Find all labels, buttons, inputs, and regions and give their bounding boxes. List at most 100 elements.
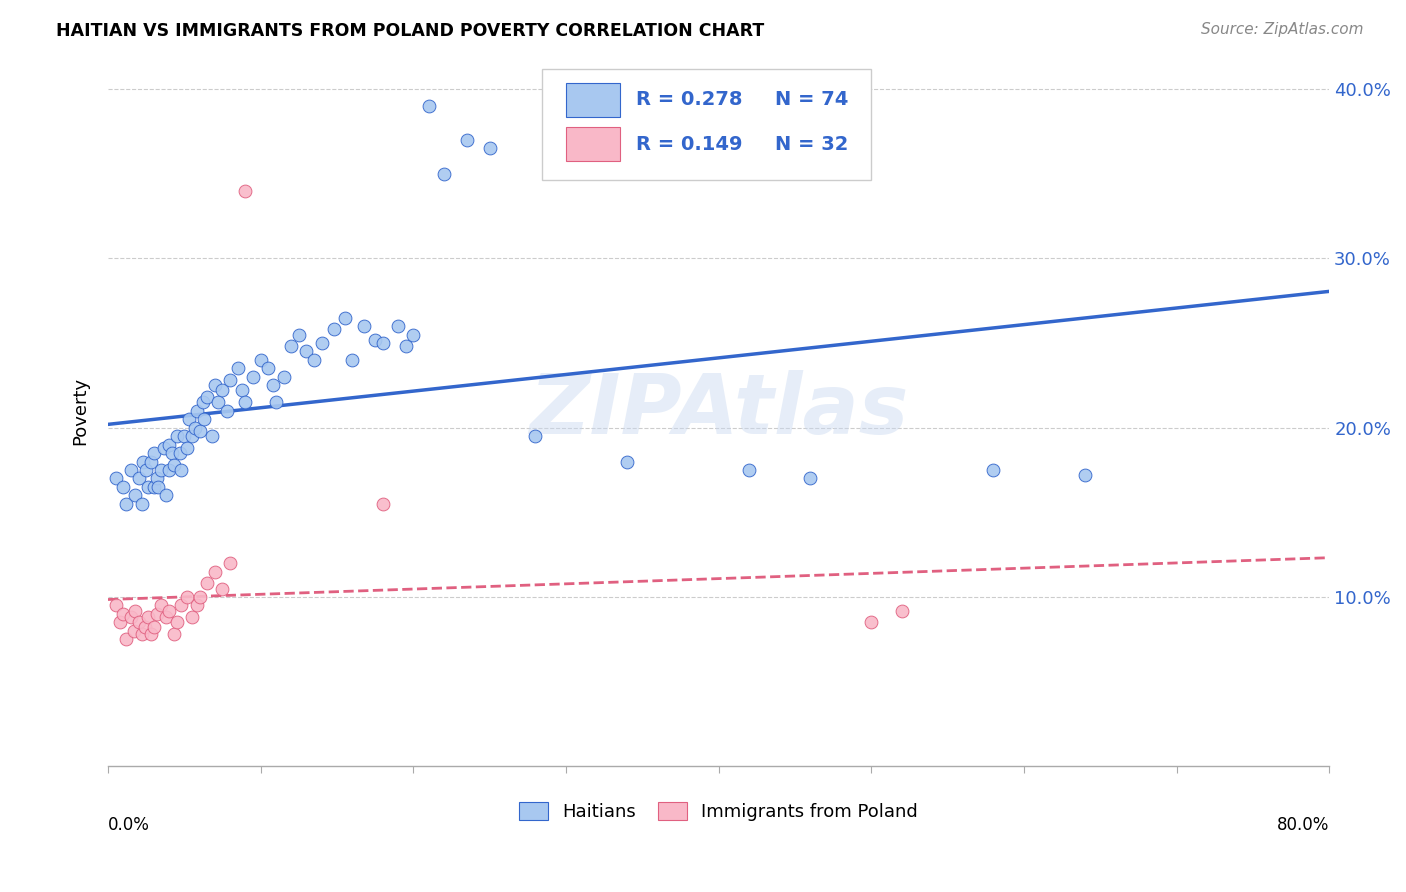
Point bbox=[157, 437, 180, 451]
Point bbox=[231, 384, 253, 398]
Point bbox=[387, 319, 409, 334]
Text: HAITIAN VS IMMIGRANTS FROM POLAND POVERTY CORRELATION CHART: HAITIAN VS IMMIGRANTS FROM POLAND POVERT… bbox=[56, 22, 765, 40]
Point bbox=[323, 322, 346, 336]
Point bbox=[257, 361, 280, 376]
Point bbox=[166, 429, 188, 443]
Point bbox=[112, 480, 135, 494]
Point bbox=[262, 378, 284, 392]
Point bbox=[131, 497, 153, 511]
Point bbox=[273, 369, 295, 384]
Point bbox=[170, 599, 193, 613]
Point bbox=[219, 556, 242, 570]
Point bbox=[371, 336, 394, 351]
Point bbox=[333, 310, 356, 325]
Text: 80.0%: 80.0% bbox=[1277, 816, 1329, 834]
Point bbox=[364, 333, 387, 347]
Point bbox=[170, 463, 193, 477]
Point bbox=[195, 576, 218, 591]
Point bbox=[799, 471, 821, 485]
Point bbox=[211, 582, 233, 596]
Point bbox=[176, 441, 198, 455]
Point bbox=[134, 620, 156, 634]
Point bbox=[186, 403, 208, 417]
Point bbox=[155, 488, 177, 502]
Point bbox=[181, 610, 204, 624]
Y-axis label: Poverty: Poverty bbox=[72, 376, 89, 445]
Point bbox=[155, 610, 177, 624]
Point bbox=[983, 463, 1005, 477]
Point bbox=[181, 429, 204, 443]
Point bbox=[478, 141, 501, 155]
Text: ZIPAtlas: ZIPAtlas bbox=[529, 370, 908, 451]
Point bbox=[860, 615, 883, 630]
Point bbox=[139, 454, 162, 468]
Point bbox=[128, 471, 150, 485]
Point bbox=[146, 471, 169, 485]
Point bbox=[136, 480, 159, 494]
Point bbox=[108, 615, 131, 630]
Text: R = 0.278: R = 0.278 bbox=[636, 90, 742, 110]
Point bbox=[204, 378, 226, 392]
Point bbox=[395, 339, 418, 353]
Point bbox=[371, 497, 394, 511]
Point bbox=[124, 603, 146, 617]
Point bbox=[162, 458, 184, 472]
Point bbox=[738, 463, 761, 477]
Point bbox=[201, 429, 224, 443]
Point bbox=[142, 620, 165, 634]
Point bbox=[157, 603, 180, 617]
Point bbox=[184, 420, 207, 434]
Point bbox=[104, 471, 127, 485]
Point bbox=[219, 373, 242, 387]
Point bbox=[112, 607, 135, 621]
Point bbox=[433, 167, 456, 181]
FancyBboxPatch shape bbox=[541, 70, 872, 179]
Point bbox=[153, 441, 176, 455]
Point bbox=[177, 412, 200, 426]
Point bbox=[188, 424, 211, 438]
Point bbox=[148, 480, 170, 494]
Point bbox=[193, 412, 215, 426]
Point bbox=[342, 353, 364, 368]
Point bbox=[104, 599, 127, 613]
Point bbox=[176, 590, 198, 604]
Point bbox=[162, 627, 184, 641]
Text: 0.0%: 0.0% bbox=[108, 816, 150, 834]
Point bbox=[215, 403, 238, 417]
Point bbox=[139, 627, 162, 641]
Text: N = 74: N = 74 bbox=[775, 90, 848, 110]
Legend: Haitians, Immigrants from Poland: Haitians, Immigrants from Poland bbox=[512, 795, 925, 829]
Point bbox=[226, 361, 249, 376]
Point bbox=[124, 488, 146, 502]
Point bbox=[204, 565, 226, 579]
Point bbox=[1074, 468, 1097, 483]
Point bbox=[249, 353, 271, 368]
Point bbox=[115, 497, 138, 511]
Text: Source: ZipAtlas.com: Source: ZipAtlas.com bbox=[1201, 22, 1364, 37]
Text: R = 0.149: R = 0.149 bbox=[636, 135, 742, 153]
Point bbox=[288, 327, 311, 342]
Point bbox=[115, 632, 138, 647]
Point bbox=[120, 463, 142, 477]
Point bbox=[150, 463, 173, 477]
Point bbox=[195, 390, 218, 404]
Point bbox=[235, 184, 257, 198]
Point bbox=[120, 610, 142, 624]
Point bbox=[122, 624, 145, 638]
Point bbox=[235, 395, 257, 409]
Point bbox=[616, 454, 638, 468]
Point bbox=[135, 463, 157, 477]
Point bbox=[186, 599, 208, 613]
Point bbox=[280, 339, 302, 353]
Point bbox=[146, 607, 169, 621]
FancyBboxPatch shape bbox=[567, 83, 620, 117]
Point bbox=[142, 446, 165, 460]
Point bbox=[456, 133, 478, 147]
Point bbox=[142, 480, 165, 494]
Point bbox=[169, 446, 191, 460]
Point bbox=[150, 599, 173, 613]
Point bbox=[160, 446, 183, 460]
Point bbox=[191, 395, 214, 409]
Point bbox=[890, 603, 912, 617]
Point bbox=[128, 615, 150, 630]
